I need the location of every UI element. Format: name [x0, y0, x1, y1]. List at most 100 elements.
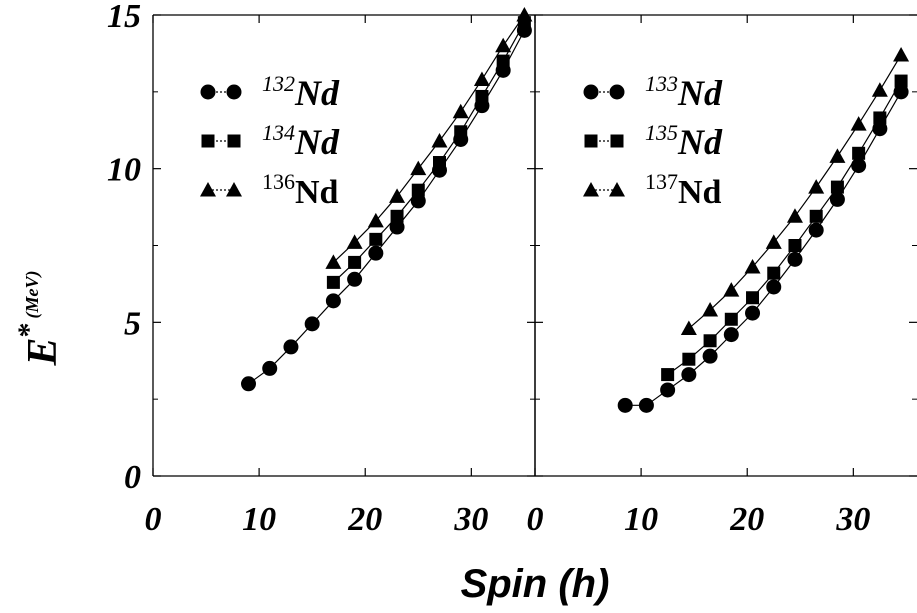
data-point-135Nd: [788, 239, 802, 252]
data-point-137Nd: [893, 46, 910, 62]
data-point-137Nd: [744, 259, 761, 274]
panel-0-x-tick-label: 10: [242, 501, 276, 538]
data-point-136Nd: [473, 71, 490, 87]
data-point-135Nd: [830, 180, 844, 194]
data-point-133Nd: [638, 397, 654, 413]
data-point-132Nd: [304, 316, 320, 332]
panel-1-x-tick-label: 30: [835, 501, 870, 538]
data-point-134Nd: [496, 54, 510, 68]
y-axis-label: E: [20, 337, 66, 366]
y-axis-superscript: *: [12, 322, 45, 337]
data-point-134Nd: [475, 89, 489, 103]
legend-marker: [200, 182, 216, 197]
data-point-134Nd: [390, 209, 404, 223]
panel-1-x-tick-label: 10: [624, 501, 658, 538]
data-point-132Nd: [241, 376, 256, 392]
legend-entry-134Nd: 134Nd: [201, 120, 340, 162]
y-tick-label: 0: [124, 459, 141, 496]
y-tick-label: 5: [124, 305, 141, 342]
data-point-135Nd: [746, 291, 760, 305]
data-point-133Nd: [787, 251, 803, 267]
data-point-137Nd: [765, 234, 782, 249]
data-point-133Nd: [702, 348, 718, 364]
legend-marker: [201, 134, 215, 148]
data-point-137Nd: [850, 116, 867, 131]
data-point-133Nd: [766, 279, 782, 295]
data-point-136Nd: [367, 212, 384, 228]
axis-ticks: [152, 14, 917, 477]
legend-label: 136Nd: [262, 169, 339, 211]
data-point-136Nd: [452, 103, 469, 119]
data-point-132Nd: [283, 339, 299, 355]
series-line-136Nd: [332, 14, 525, 263]
data-point-133Nd: [723, 327, 739, 343]
legend-marker: [584, 134, 598, 148]
data-point-137Nd: [808, 179, 825, 194]
y-tick-label: 10: [107, 152, 141, 189]
legend-marker: [200, 84, 216, 100]
data-point-136Nd: [410, 160, 427, 176]
y-tick-label: 15: [107, 0, 141, 35]
legend-label: 132Nd: [262, 71, 340, 113]
data-point-135Nd: [661, 368, 675, 382]
legend-entry-137Nd: 137Nd: [583, 169, 722, 211]
panel-1-x-tick-label: 20: [729, 501, 764, 538]
data-point-135Nd: [724, 312, 738, 326]
data-point-137Nd: [829, 148, 846, 163]
svg-text:E*(MeV): E* (MeV): [12, 270, 66, 366]
data-point-136Nd: [516, 7, 533, 22]
y-axis-unit: (MeV): [22, 270, 43, 318]
series-137Nd: [680, 46, 910, 335]
data-point-132Nd: [368, 245, 384, 261]
legend-marker: [609, 84, 625, 100]
legend-entry-132Nd: 132Nd: [200, 71, 340, 113]
data-point-133Nd: [851, 158, 867, 174]
series-line-134Nd: [332, 22, 525, 283]
data-point-132Nd: [410, 193, 426, 209]
data-point-133Nd: [745, 305, 761, 321]
data-point-137Nd: [702, 302, 719, 317]
data-point-135Nd: [767, 266, 781, 280]
data-point-132Nd: [347, 271, 363, 287]
data-point-133Nd: [681, 367, 697, 383]
data-point-132Nd: [262, 360, 278, 376]
legend-label: 135Nd: [645, 120, 723, 162]
data-point-137Nd: [871, 82, 888, 97]
legend-marker: [583, 84, 599, 100]
data-point-134Nd: [411, 183, 425, 197]
panel-0-x-tick-label: 30: [453, 501, 488, 538]
data-point-135Nd: [809, 209, 823, 223]
panel-1-x-tick-label: 0: [527, 501, 544, 538]
panel-0-x-tick-label: 20: [347, 501, 382, 538]
legend-label: 137Nd: [645, 169, 722, 211]
data-point-133Nd: [617, 397, 633, 413]
panel-0-x-tick-label: 0: [145, 501, 162, 538]
data-point-134Nd: [454, 125, 468, 139]
legend-marker: [226, 84, 242, 100]
legend-marker: [227, 134, 241, 148]
data-point-137Nd: [786, 208, 803, 223]
data-point-135Nd: [873, 111, 887, 125]
data-point-136Nd: [346, 234, 363, 249]
data-point-136Nd: [325, 254, 342, 269]
series-135Nd: [661, 74, 908, 382]
legends: 132Nd 134Nd 136Nd 133Nd 135Nd 137Nd: [200, 71, 723, 211]
data-point-135Nd: [894, 74, 908, 88]
data-point-136Nd: [495, 37, 512, 53]
data-point-134Nd: [326, 275, 340, 289]
legend-marker: [609, 182, 625, 197]
data-point-134Nd: [433, 156, 446, 170]
series-133Nd: [617, 84, 909, 413]
legend-entry-133Nd: 133Nd: [583, 71, 723, 113]
data-point-133Nd: [829, 191, 845, 207]
data-point-135Nd: [852, 146, 866, 160]
data-point-132Nd: [389, 219, 405, 235]
data-point-133Nd: [660, 382, 676, 398]
data-point-136Nd: [389, 188, 406, 203]
data-series: [241, 7, 910, 413]
tick-labels: 0 10 20 30 0 5 10 15 0 10 20 30: [107, 0, 870, 538]
legend-entry-135Nd: 135Nd: [584, 120, 723, 162]
data-point-134Nd: [348, 255, 362, 269]
data-point-135Nd: [682, 352, 696, 366]
